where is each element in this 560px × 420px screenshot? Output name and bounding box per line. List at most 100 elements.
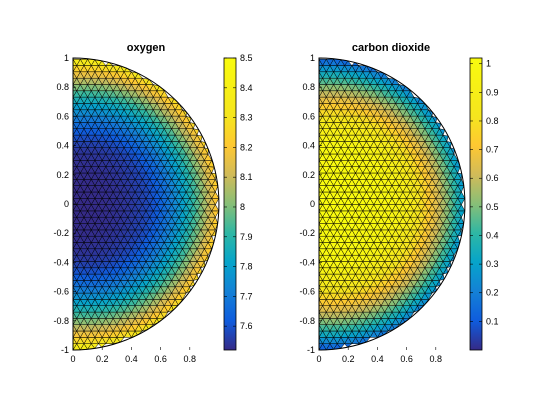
y-tick-label: -0.2 <box>299 228 315 238</box>
mesh-triangle <box>185 115 192 124</box>
y-tick-label: 0 <box>310 199 315 209</box>
colorbar-tick-label: 7.6 <box>240 321 253 331</box>
y-tick-label: -0.6 <box>299 287 315 297</box>
x-axis: 0 0.2 0.4 0.6 0.8 <box>316 347 442 364</box>
colorbar-tick-label: 0.8 <box>486 116 499 126</box>
colorbar-tick-label: 0.5 <box>486 202 499 212</box>
mesh-triangle <box>196 134 203 143</box>
mesh-triangle <box>446 141 452 149</box>
mesh-triangle <box>431 115 438 124</box>
mesh-triangle <box>376 71 385 79</box>
y-tick-label: 0 <box>64 199 69 209</box>
chart-title: carbon dioxide <box>352 42 430 54</box>
mesh-triangle <box>358 65 367 73</box>
mesh-triangle <box>112 65 121 73</box>
y-tick-label: -0.2 <box>53 228 69 238</box>
mesh-triangle <box>130 71 139 79</box>
mesh-triangle <box>325 58 335 66</box>
mesh-triangle <box>105 62 115 66</box>
y-tick-label: -1 <box>307 345 315 355</box>
x-tick-label: 0.4 <box>371 354 384 364</box>
mesh-triangle <box>182 109 187 117</box>
colorbar-tick-label: 7.9 <box>240 232 253 242</box>
colorbar-tick-label: 8 <box>240 202 245 212</box>
x-tick-label: 0.2 <box>96 354 109 364</box>
x-tick-label: 0.4 <box>125 354 138 364</box>
colorbar-tick-label: 8.3 <box>240 113 253 123</box>
y-tick-label: -0.6 <box>53 287 69 297</box>
mesh-triangle <box>141 77 150 86</box>
colorbar-tick-label: 0.3 <box>486 259 499 269</box>
mesh-triangle <box>318 58 327 66</box>
mesh-triangle <box>438 128 446 136</box>
colorbar-tick-label: 0.1 <box>486 316 499 326</box>
domain-outline <box>72 57 220 351</box>
mesh-triangle <box>387 77 396 86</box>
colorbar <box>223 57 237 351</box>
mesh-triangle <box>167 96 175 104</box>
mesh-triangle <box>189 122 196 130</box>
x-tick-label: 0.8 <box>184 354 197 364</box>
colorbar-tick-label: 7.7 <box>240 291 253 301</box>
colorbar-tick-label: 7.8 <box>240 262 253 272</box>
colorbar-ticks: 8.5 8.4 8.3 8.2 8.1 8 7.9 7.8 7.7 7.6 <box>224 53 253 331</box>
mesh-triangle <box>449 147 455 155</box>
x-tick-label: 0 <box>316 354 321 364</box>
y-tick-label: -0.8 <box>299 316 315 326</box>
mesh-triangle <box>203 147 209 155</box>
mesh-triangle <box>79 58 89 66</box>
y-tick-label: 0.2 <box>302 170 315 180</box>
mesh-triangle <box>413 96 421 104</box>
x-tick-label: 0.8 <box>430 354 443 364</box>
colorbar-tick-label: 1 <box>486 59 491 69</box>
colorbar-tick-label: 0.6 <box>486 173 499 183</box>
colorbar-tick-label: 0.9 <box>486 87 499 97</box>
y-axis: 1 0.8 0.6 0.4 0.2 0 -0.2 -0.4 -0.6 -0.8 -1 <box>53 53 76 355</box>
y-tick-label: -0.4 <box>299 257 315 267</box>
colorbar-tick-label: 8.5 <box>240 53 253 63</box>
mesh-triangle <box>192 128 200 136</box>
x-tick-label: 0.6 <box>400 354 413 364</box>
y-tick-label: 0.8 <box>302 82 315 92</box>
domain-outline <box>318 57 466 351</box>
y-tick-label: 1 <box>310 53 315 63</box>
x-axis: 0 0.2 0.4 0.6 0.8 <box>70 347 196 364</box>
mesh-triangle <box>72 58 81 66</box>
colorbar-tick-label: 8.4 <box>240 83 253 93</box>
colorbar-tick-label: 0.4 <box>486 230 499 240</box>
mesh-triangle <box>428 109 433 117</box>
colorbar-tick-label: 8.2 <box>240 142 253 152</box>
y-tick-label: 1 <box>64 53 69 63</box>
y-tick-label: 0.6 <box>302 111 315 121</box>
y-tick-label: 0.4 <box>302 141 315 151</box>
y-tick-label: 0.4 <box>56 141 69 151</box>
mesh-triangle <box>152 84 160 92</box>
chart-carbon-dioxide: carbon dioxide 0 0.2 0.4 0.6 0.8 10.80.60.40… <box>299 42 498 364</box>
colorbar <box>469 57 483 351</box>
mesh-triangle <box>457 172 463 181</box>
mesh-triangle <box>442 134 449 143</box>
y-tick-label: 0.6 <box>56 111 69 121</box>
x-tick-label: 0 <box>70 354 75 364</box>
chart-oxygen: oxygen 0 0.2 0.4 0.6 0.8 1 0.8 0.6 0.4 0.2 0 -0.2 -… <box>53 42 252 364</box>
chart-title: oxygen <box>127 42 166 54</box>
x-tick-label: 0.6 <box>154 354 167 364</box>
mesh-triangle <box>211 172 217 181</box>
colorbar-ticks: 1 0.9 0.8 0.7 0.6 0.5 0.4 0.3 0.2 0.1 <box>470 59 499 326</box>
y-tick-label: -0.4 <box>53 257 69 267</box>
colorbar-tick-label: 0.2 <box>486 288 499 298</box>
y-tick-label: 0.8 <box>56 82 69 92</box>
colorbar-tick-label: 0.7 <box>486 145 499 155</box>
y-tick-label: 0.2 <box>56 170 69 180</box>
colorbar-tick-label: 8.1 <box>240 172 253 182</box>
y-axis: 1 0.8 0.6 0.4 0.2 0 -0.2 -0.4 -0.6 -0.8 -1 <box>299 53 322 355</box>
y-tick-label: -1 <box>61 345 69 355</box>
mesh-triangle <box>435 122 442 130</box>
mesh-triangle <box>200 141 206 149</box>
x-tick-label: 0.2 <box>342 354 355 364</box>
mesh-triangle <box>398 84 406 92</box>
mesh-triangles <box>318 58 466 351</box>
y-tick-label: -0.8 <box>53 316 69 326</box>
mesh-triangles <box>72 58 220 351</box>
